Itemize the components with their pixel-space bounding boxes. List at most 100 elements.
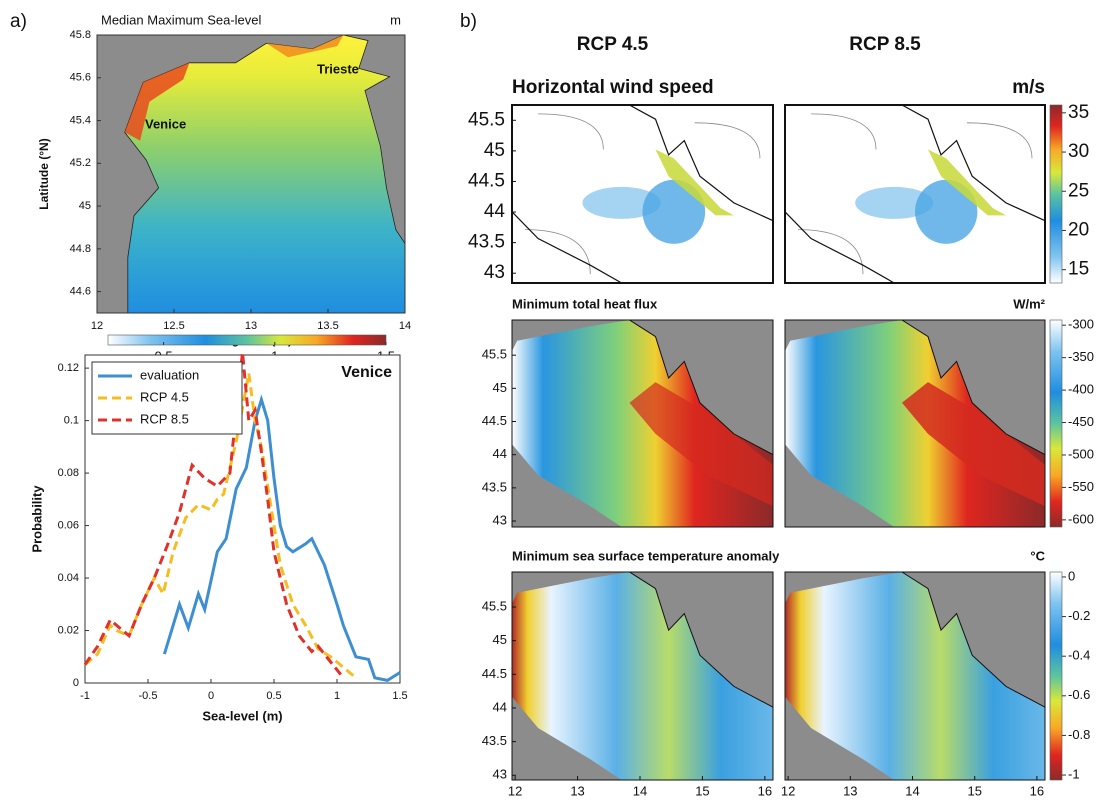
y-tick-label: 45 [79,200,91,212]
y-tick-label: 45.5 [482,598,507,613]
place-label: Trieste [317,61,359,76]
colorbar-tick-label: 15 [1068,259,1089,280]
flux-max [629,382,773,507]
y-tick-label: 0.06 [58,519,79,531]
y-tick-label: 44.5 [482,413,507,428]
unit: W/m² [1013,296,1045,311]
colorbar-tick-label: -450 [1068,414,1094,429]
sea-field [785,572,1045,780]
contour [525,229,591,275]
x-tick-label: 15 [695,783,709,798]
place-label: Venice [145,116,186,131]
colorbar [1049,104,1063,284]
sea-field [124,34,406,314]
y-tick-label: 44 [493,446,507,461]
y-tick-label: 45.5 [482,347,507,362]
legend-label: RCP 8.5 [140,411,189,426]
y-tick-label: 43.5 [482,733,507,748]
wind-field [915,179,978,244]
contour [810,113,877,150]
y-tick-label: 45 [493,632,507,647]
colorbar-tick-label: 0 [1068,568,1075,583]
colorbar-tick-label: -400 [1068,382,1094,397]
map-frame [784,319,1046,528]
contour [538,113,604,150]
y-tick-label: 43 [484,262,505,283]
map-title: Median Maximum Sea-level [101,12,262,27]
wind-field [582,186,661,219]
plot-annotation: Venice [341,364,392,381]
row-title: Minimum sea surface temperature anomaly [512,548,780,563]
x-tick-label: 16 [1030,783,1044,798]
x-tick-label: 13 [245,320,257,332]
coastal-maximum [124,62,190,141]
y-tick-label: 44 [493,699,507,714]
x-tick-label: 1.5 [392,690,407,702]
x-tick-label: 13 [570,783,584,798]
y-tick-label: 43 [493,767,507,782]
y-tick-label: 44.5 [482,666,507,681]
colorbar-tick-label: 25 [1068,180,1089,201]
wind-field [855,186,934,219]
y-tick-label: 45.6 [70,72,91,84]
contour [694,122,761,159]
x-tick-label: -0.5 [139,690,158,702]
y-tick-label: 0.08 [58,467,79,479]
x-axis-label: Sea-level (m) [202,708,282,723]
x-tick-label: 15 [967,783,981,798]
y-tick-label: 43.5 [482,479,507,494]
x-tick-label: 0.5 [266,690,281,702]
map-frame [784,104,1046,284]
map-frame [511,571,774,781]
y-tick-label: 45 [493,380,507,395]
row-title: Horizontal wind speed [512,77,714,98]
colorbar-tick-label: -300 [1068,317,1094,332]
y-tick-label: 0.1 [64,415,79,427]
colorbar-tick-label: -0.2 [1068,608,1090,623]
colorbar-tick-label: -0.6 [1068,687,1090,702]
y-tick-label: 45.4 [70,114,91,126]
x-tick-label: 0 [208,690,214,702]
wind-jet [928,149,1006,216]
x-tick-label: 12.5 [163,320,184,332]
y-tick-label: 45.2 [70,157,91,169]
column-title: RCP 4.5 [577,34,649,55]
x-tick-label: 14 [399,320,411,332]
colorbar [1049,319,1063,528]
column-title: RCP 8.5 [849,34,921,55]
legend-label: RCP 4.5 [140,389,189,404]
map-frame [784,571,1046,781]
y-tick-label: 44.8 [70,243,91,255]
coastal-maximum [266,35,344,58]
unit: m [390,12,401,27]
y-tick-label: 43.5 [468,232,505,253]
x-tick-label: 12 [781,783,795,798]
wind-jet [655,149,734,216]
colorbar [107,334,387,346]
panel-label: a) [10,11,27,32]
y-tick-label: 0 [73,677,79,689]
map-frame [511,104,774,284]
y-axis-label: Probability [29,485,44,553]
panel-label: b) [460,11,477,32]
y-tick-label: 44.6 [70,286,91,298]
colorbar-tick-label: -1 [1068,766,1080,781]
x-tick-label: 13 [843,783,857,798]
y-tick-label: 0.02 [58,624,79,636]
x-tick-label: 14 [905,783,919,798]
colorbar-tick-label: -600 [1068,511,1094,526]
y-tick-label: 43 [493,512,507,527]
sea-field [512,572,773,780]
y-tick-label: 44 [484,201,506,222]
colorbar-tick-label: 35 [1068,102,1089,123]
y-tick-label: 45 [484,140,505,161]
x-tick-label: 1 [334,690,340,702]
y-tick-label: 45.5 [468,109,505,130]
unit: °C [1030,548,1045,563]
y-tick-label: 44.5 [468,170,505,191]
legend-label: evaluation [140,367,199,382]
unit: m/s [1012,77,1045,98]
colorbar-tick-label: 20 [1068,219,1089,240]
colorbar-tick-label: -350 [1068,349,1094,364]
